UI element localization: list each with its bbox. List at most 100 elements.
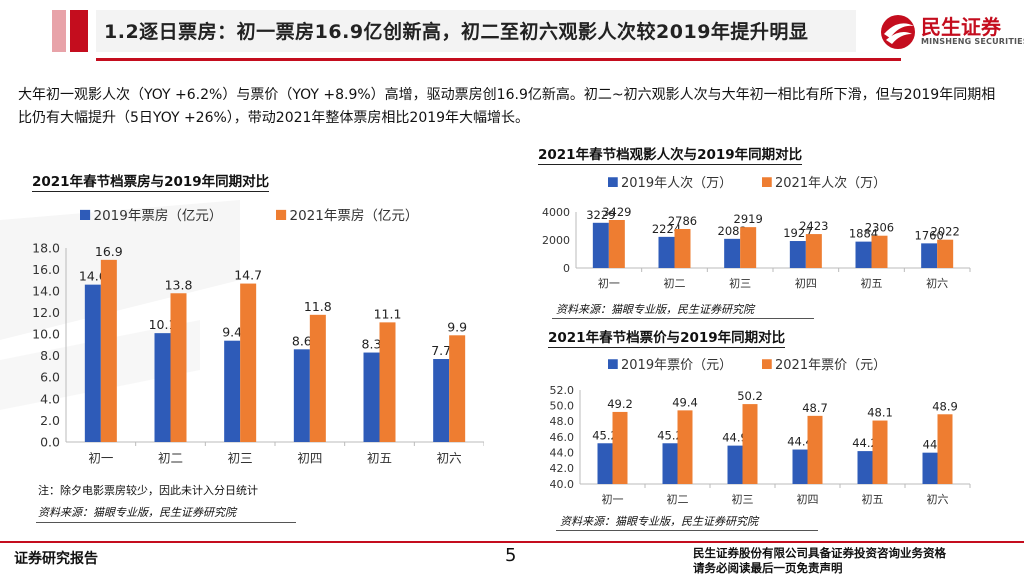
x-tick-label: 初三 [732,492,754,506]
bar [724,238,741,268]
y-tick-label: 16.0 [32,262,60,277]
legend-swatch [608,177,618,187]
x-tick-label: 初四 [795,276,817,290]
y-tick-label: 52.0 [550,384,575,397]
bar [921,243,938,268]
legend-label: 2019年票价（元） [621,358,732,373]
x-tick-label: 初二 [664,276,686,290]
left-chart-source: 资料来源：猫眼专业版，民生证券研究院 [38,506,236,519]
bar [792,449,808,484]
left-source-underline [36,522,296,523]
legend-swatch [762,177,772,187]
header-bar: 1.2逐日票房：初一票房16.9亿创新高，初二至初六观影人次较2019年提升明显… [0,0,1024,62]
x-tick-label: 初四 [797,492,819,506]
bar [309,314,326,442]
data-label: 44 [923,438,938,452]
data-label: 8.3 [362,337,382,352]
page-number: 5 [505,545,517,566]
top-right-chart-heading: 2021年春节档观影人次与2019年同期对比 [538,143,803,165]
brand-name: 民生证券 [921,15,1001,39]
legend-label: 2019年人次（万） [621,175,732,191]
x-tick-label: 初四 [297,451,322,466]
data-label: 3229 [586,208,615,222]
data-label: 48.7 [802,401,828,415]
left-chart-heading: 2021年春节档票房与2019年同期对比 [32,170,270,192]
bottom-right-chart-source: 资料来源：猫眼专业版，民生证券研究院 [560,515,758,528]
data-label: 2224 [652,222,681,236]
y-tick-label: 6.0 [40,370,60,385]
bar [100,259,117,442]
data-label: 16.9 [95,244,123,259]
bar [937,239,954,268]
bar [871,235,888,268]
x-tick-label: 初六 [926,276,948,290]
data-label: 10.1 [149,317,177,332]
y-tick-label: 40.0 [550,478,575,491]
data-label: 2306 [865,221,894,235]
x-tick-label: 初二 [667,492,689,506]
y-tick-label: 4000 [542,206,570,219]
x-tick-label: 初五 [861,276,883,290]
x-tick-label: 初六 [437,451,462,466]
summary-paragraph: 大年初一观影人次（YOY +6.2%）与票价（YOY +8.9%）高增，驱动票房… [18,87,996,126]
y-tick-label: 2000 [542,234,570,247]
legend-swatch [762,359,772,369]
y-tick-label: 44.0 [550,447,575,460]
data-label: 14.6 [79,269,107,284]
y-tick-label: 12.0 [32,305,60,320]
y-tick-label: 0.0 [40,434,60,449]
data-label: 44.2 [852,436,878,450]
legend-swatch [80,209,91,220]
bar [363,352,380,442]
data-label: 8.6 [292,333,312,348]
header-accent-shape [8,0,88,58]
data-label: 9.9 [447,319,467,334]
y-tick-label: 0 [563,262,570,275]
data-label: 49.2 [607,397,633,411]
x-tick-label: 初一 [602,492,624,506]
y-tick-label: 50.0 [550,400,575,413]
bar [170,293,187,442]
data-label: 1760 [915,228,944,242]
y-tick-label: 8.0 [40,348,60,363]
data-label: 2786 [668,214,697,228]
bar [662,443,678,484]
data-label: 48.9 [932,399,958,413]
brand-name-en: MINSHENG SECURITIES [921,37,1024,46]
data-label: 11.1 [374,306,402,321]
y-tick-label: 48.0 [550,415,575,428]
bar [658,236,675,268]
bottom-right-source-underline [556,530,818,531]
bar [84,284,101,442]
bar [872,420,888,484]
left-chart-note: 注：除夕电影票房较少，因此未计入分日统计 [38,484,258,497]
y-tick-label: 10.0 [32,327,60,342]
footer-divider [0,541,1024,543]
bar [789,241,806,268]
title-background [96,10,856,52]
x-tick-label: 初五 [367,451,392,466]
footer-disclaimer: 民生证券股份有限公司具备证券投资咨询业务资格 请务必阅读最后一页免责声明 [693,546,946,576]
bottom-right-chart-heading: 2021年春节档票价与2019年同期对比 [548,326,786,348]
data-label: 2919 [734,212,763,226]
x-tick-label: 初五 [862,492,884,506]
y-tick-label: 46.0 [550,431,575,444]
data-label: 45.2 [657,428,683,442]
data-label: 14.7 [234,268,262,283]
box-office-chart: 2019年票房（亿元） 2021年票房（亿元） 0.0 2.0 4.0 6.0 8.0 10.… [32,208,484,466]
bar [937,414,953,484]
bar [857,451,873,484]
data-label: 2022 [931,225,960,239]
ticket-price-chart: 2019年票价（元） 2021年票价（元） 40.0 42.0 44.0 46.0 48.0… [550,358,971,506]
y-tick-label: 42.0 [550,462,575,475]
legend-label: 2019年票房（亿元） [94,208,223,224]
bar [740,227,757,268]
data-label: 2423 [799,219,828,233]
y-tick-label: 14.0 [32,283,60,298]
bar [727,445,743,484]
bar [293,349,310,442]
bar [433,359,450,442]
data-label: 3429 [602,205,631,219]
x-tick-label: 初一 [598,276,620,290]
bar [677,410,693,484]
